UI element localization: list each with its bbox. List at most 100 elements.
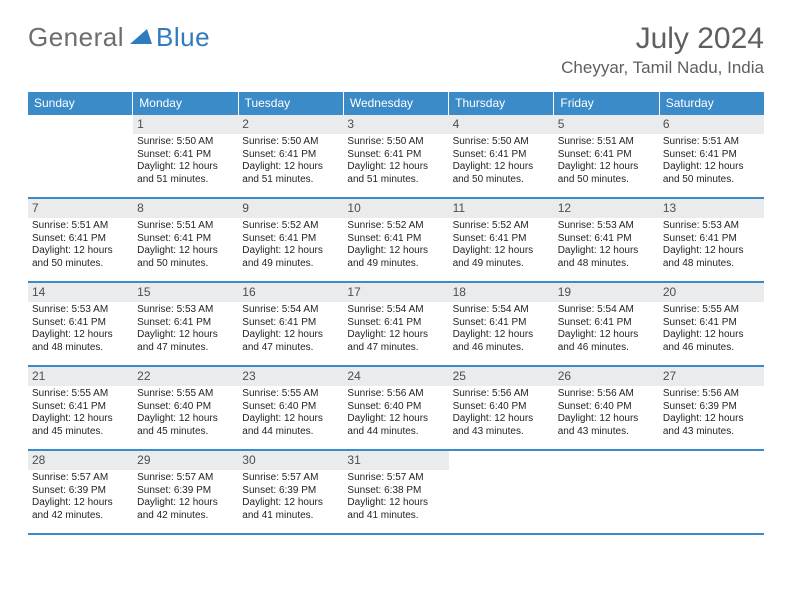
day-number: 31 <box>343 451 448 470</box>
day-cell: 8Sunrise: 5:51 AMSunset: 6:41 PMDaylight… <box>133 199 238 281</box>
day-cell: 21 Sunrise: 5:55 AMSunset: 6:41 PMDayligh… <box>28 367 133 449</box>
day-number: 15 <box>133 283 238 302</box>
day-line-d1: Daylight: 12 hours <box>347 413 444 426</box>
day-line-sr: Sunrise: 5:50 AM <box>347 136 444 149</box>
day-line-d1: Daylight: 12 hours <box>137 413 234 426</box>
day-cell: 10Sunrise: 5:52 AMSunset: 6:41 PMDayligh… <box>343 199 448 281</box>
day-line-d1: Daylight: 12 hours <box>558 329 655 342</box>
weeks-container: .1Sunrise: 5:50 AMSunset: 6:41 PMDayligh… <box>28 115 764 535</box>
day-body: Sunrise: 5:51 AMSunset: 6:41 PMDaylight:… <box>659 136 764 190</box>
day-number: 21 <box>28 367 133 386</box>
day-body: Sunrise: 5:54 AMSunset: 6:41 PMDaylight:… <box>238 304 343 358</box>
dow-header: Wednesday <box>344 92 449 115</box>
day-body: Sunrise: 5:50 AMSunset: 6:41 PMDaylight:… <box>449 136 554 190</box>
day-line-sr: Sunrise: 5:54 AM <box>453 304 550 317</box>
day-line-d1: Daylight: 12 hours <box>347 497 444 510</box>
day-body: Sunrise: 5:54 AMSunset: 6:41 PMDaylight:… <box>449 304 554 358</box>
dow-header: Friday <box>554 92 659 115</box>
day-line-ss: Sunset: 6:40 PM <box>137 401 234 414</box>
day-cell: 11Sunrise: 5:52 AMSunset: 6:41 PMDayligh… <box>449 199 554 281</box>
day-number: 9 <box>238 199 343 218</box>
day-line-sr: Sunrise: 5:55 AM <box>242 388 339 401</box>
day-number: 25 <box>449 367 554 386</box>
topbar: General Blue July 2024 Cheyyar, Tamil Na… <box>28 22 764 78</box>
day-number: 13 <box>659 199 764 218</box>
day-body: Sunrise: 5:55 AMSunset: 6:41 PMDaylight:… <box>28 388 133 442</box>
day-number: 11 <box>449 199 554 218</box>
day-body: Sunrise: 5:51 AMSunset: 6:41 PMDaylight:… <box>28 220 133 274</box>
dow-header: Tuesday <box>239 92 344 115</box>
day-line-d2: and 51 minutes. <box>347 174 444 187</box>
day-number: 16 <box>238 283 343 302</box>
day-line-d1: Daylight: 12 hours <box>558 413 655 426</box>
day-line-d1: Daylight: 12 hours <box>242 245 339 258</box>
week-row: 14Sunrise: 5:53 AMSunset: 6:41 PMDayligh… <box>28 283 764 367</box>
day-line-d2: and 43 minutes. <box>663 426 760 439</box>
day-line-d2: and 49 minutes. <box>347 258 444 271</box>
day-number: 24 <box>343 367 448 386</box>
day-line-d2: and 42 minutes. <box>32 510 129 523</box>
day-line-d2: and 48 minutes. <box>663 258 760 271</box>
week-row: 21Sunrise: 5:55 AMSunset: 6:41 PMDayligh… <box>28 367 764 451</box>
day-cell: 19Sunrise: 5:54 AMSunset: 6:41 PMDayligh… <box>554 283 659 365</box>
day-line-ss: Sunset: 6:41 PM <box>453 317 550 330</box>
day-line-ss: Sunset: 6:41 PM <box>558 149 655 162</box>
day-line-ss: Sunset: 6:41 PM <box>663 233 760 246</box>
day-line-d1: Daylight: 12 hours <box>137 329 234 342</box>
day-body: Sunrise: 5:50 AMSunset: 6:41 PMDaylight:… <box>133 136 238 190</box>
day-line-sr: Sunrise: 5:50 AM <box>453 136 550 149</box>
day-line-sr: Sunrise: 5:53 AM <box>663 220 760 233</box>
day-line-ss: Sunset: 6:41 PM <box>347 149 444 162</box>
day-line-ss: Sunset: 6:41 PM <box>242 149 339 162</box>
day-line-sr: Sunrise: 5:56 AM <box>558 388 655 401</box>
day-cell: 2Sunrise: 5:50 AMSunset: 6:41 PMDaylight… <box>238 115 343 197</box>
day-line-d2: and 45 minutes. <box>137 426 234 439</box>
day-line-ss: Sunset: 6:41 PM <box>137 233 234 246</box>
day-line-ss: Sunset: 6:41 PM <box>663 317 760 330</box>
day-line-d1: Daylight: 12 hours <box>347 161 444 174</box>
day-line-d2: and 44 minutes. <box>347 426 444 439</box>
day-body: Sunrise: 5:57 AMSunset: 6:39 PMDaylight:… <box>28 472 133 526</box>
day-line-sr: Sunrise: 5:54 AM <box>558 304 655 317</box>
day-cell: . <box>554 451 659 533</box>
day-line-sr: Sunrise: 5:55 AM <box>137 388 234 401</box>
day-body: Sunrise: 5:51 AMSunset: 6:41 PMDaylight:… <box>554 136 659 190</box>
day-number: 27 <box>659 367 764 386</box>
day-line-d1: Daylight: 12 hours <box>347 245 444 258</box>
day-line-d2: and 44 minutes. <box>242 426 339 439</box>
day-line-d1: Daylight: 12 hours <box>32 413 129 426</box>
day-line-d2: and 47 minutes. <box>137 342 234 355</box>
day-line-d1: Daylight: 12 hours <box>453 161 550 174</box>
day-number: 28 <box>28 451 133 470</box>
day-body: Sunrise: 5:55 AMSunset: 6:41 PMDaylight:… <box>659 304 764 358</box>
day-cell: 31Sunrise: 5:57 AMSunset: 6:38 PMDayligh… <box>343 451 448 533</box>
day-line-sr: Sunrise: 5:51 AM <box>137 220 234 233</box>
day-line-d2: and 49 minutes. <box>453 258 550 271</box>
day-line-sr: Sunrise: 5:53 AM <box>32 304 129 317</box>
day-line-ss: Sunset: 6:41 PM <box>32 401 129 414</box>
triangle-icon <box>130 26 152 49</box>
day-number: 12 <box>554 199 659 218</box>
day-body: Sunrise: 5:53 AMSunset: 6:41 PMDaylight:… <box>659 220 764 274</box>
day-cell: 6Sunrise: 5:51 AMSunset: 6:41 PMDaylight… <box>659 115 764 197</box>
day-number: 19 <box>554 283 659 302</box>
day-body: Sunrise: 5:56 AMSunset: 6:40 PMDaylight:… <box>554 388 659 442</box>
day-number: 10 <box>343 199 448 218</box>
day-cell: . <box>449 451 554 533</box>
day-line-d1: Daylight: 12 hours <box>663 329 760 342</box>
day-body: Sunrise: 5:53 AMSunset: 6:41 PMDaylight:… <box>28 304 133 358</box>
brand-part2: Blue <box>156 22 210 53</box>
week-row: 28Sunrise: 5:57 AMSunset: 6:39 PMDayligh… <box>28 451 764 535</box>
day-cell: 12Sunrise: 5:53 AMSunset: 6:41 PMDayligh… <box>554 199 659 281</box>
day-line-d2: and 50 minutes. <box>663 174 760 187</box>
day-number: 4 <box>449 115 554 134</box>
day-line-d2: and 50 minutes. <box>453 174 550 187</box>
day-line-ss: Sunset: 6:39 PM <box>32 485 129 498</box>
page-title: July 2024 <box>561 22 764 56</box>
day-line-sr: Sunrise: 5:57 AM <box>32 472 129 485</box>
day-line-ss: Sunset: 6:41 PM <box>347 317 444 330</box>
dow-header: Monday <box>133 92 238 115</box>
day-line-d1: Daylight: 12 hours <box>347 329 444 342</box>
day-number: 1 <box>133 115 238 134</box>
day-line-d2: and 47 minutes. <box>347 342 444 355</box>
